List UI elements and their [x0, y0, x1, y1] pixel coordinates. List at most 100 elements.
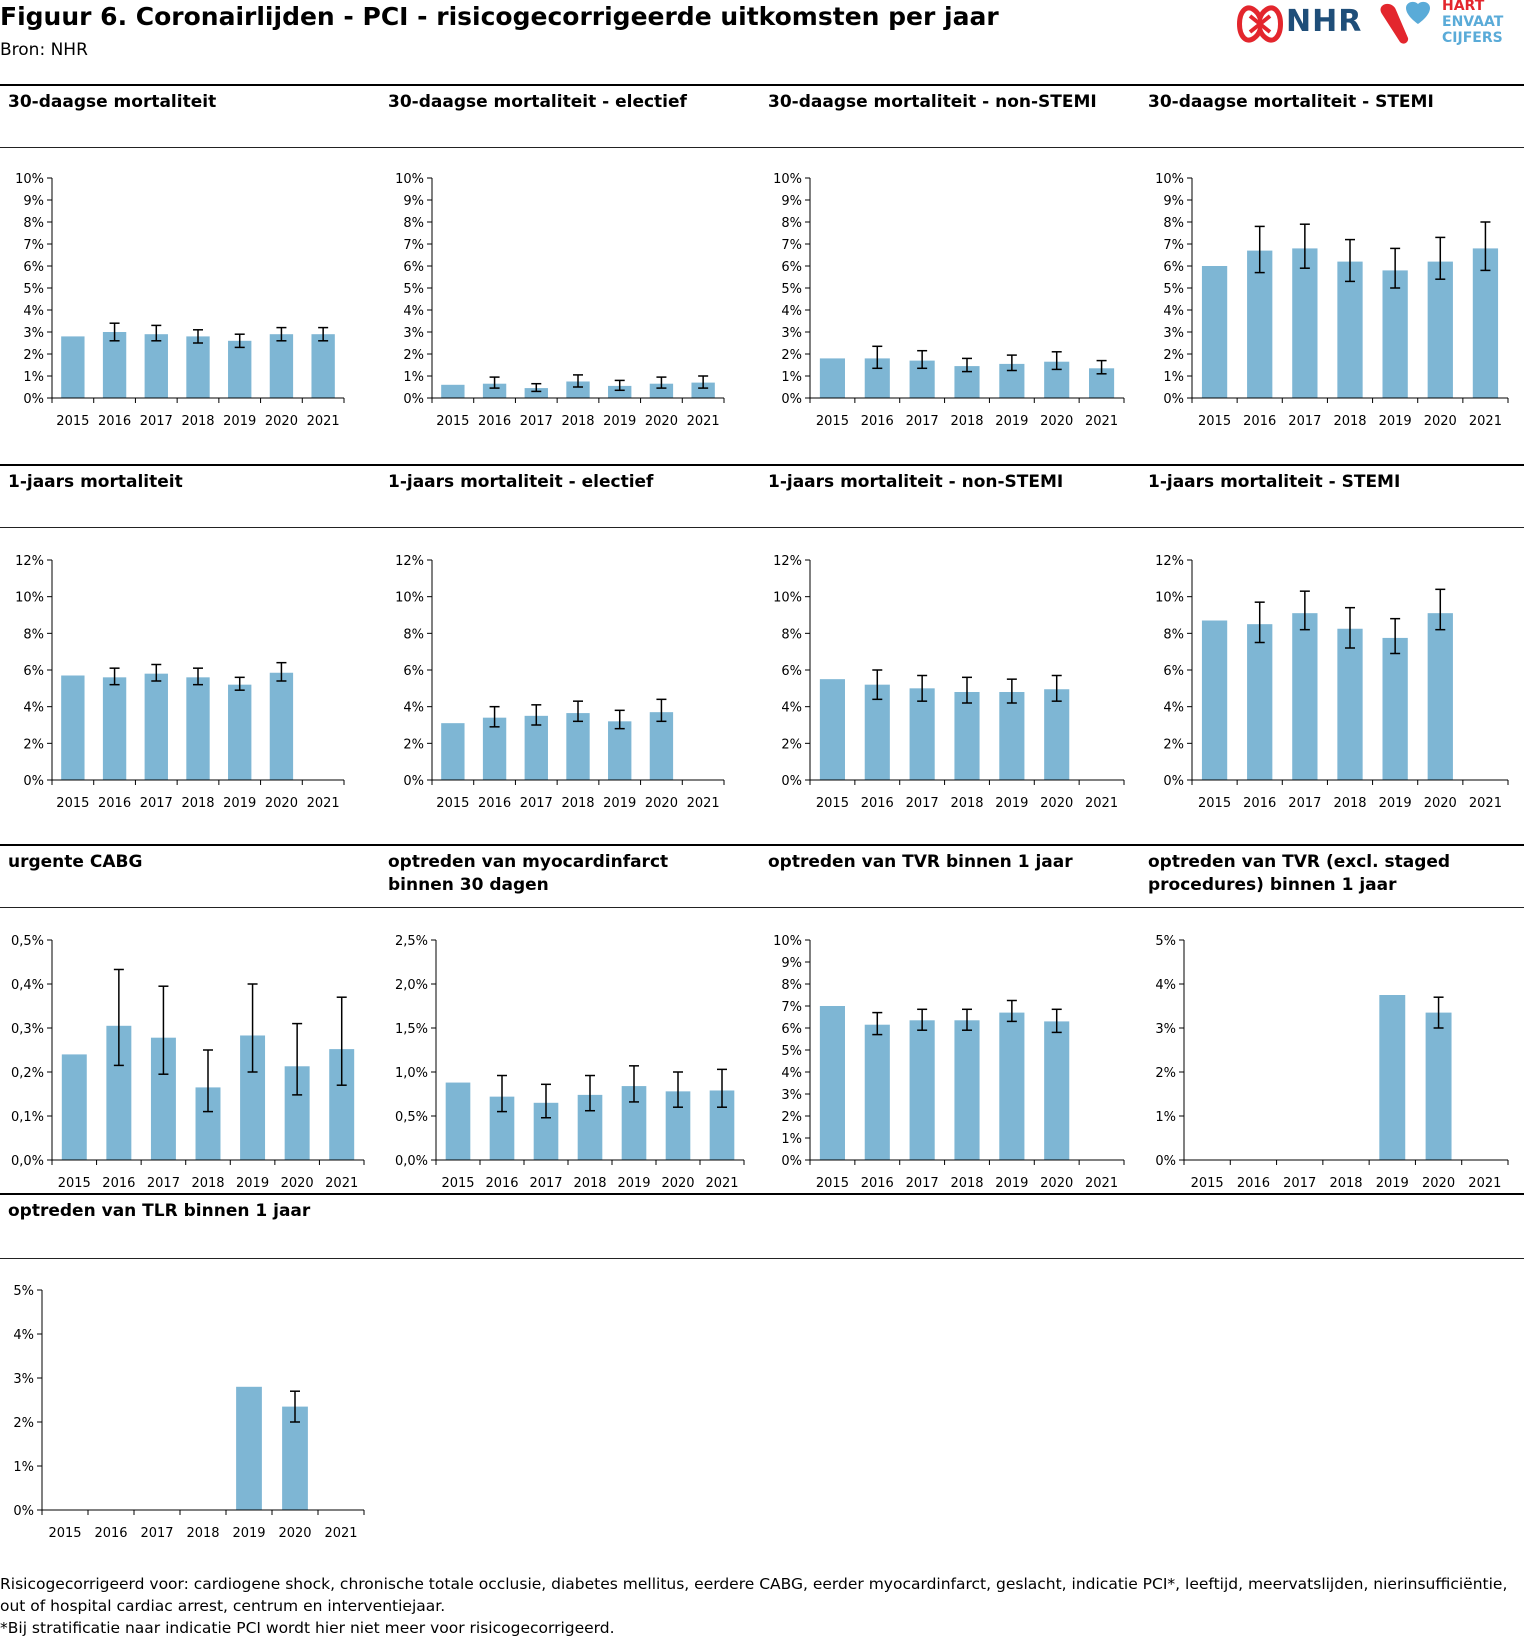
panel-title: optreden van TVR (excl. staged procedure…	[1148, 852, 1451, 895]
bar	[566, 381, 590, 398]
x-tick-label: 2017	[147, 1176, 180, 1191]
y-tick-label: 8%	[781, 627, 802, 642]
y-tick-label: 1%	[13, 1460, 34, 1475]
x-tick-label: 2020	[1040, 414, 1073, 429]
bar	[282, 1406, 308, 1510]
chart-1j-mortaliteit: 0% 2% 4% 6% 8% 10% 12% 2015 2016 2017 2018 2019 2020…	[0, 545, 360, 811]
chart-svg: 0% 2% 4% 6% 8% 10% 12% 2015 2016 2017 2018 2019 2020…	[395, 554, 725, 811]
bar	[1292, 613, 1318, 780]
y-tick-label: 4%	[23, 701, 44, 716]
y-tick-label: 6%	[1163, 260, 1184, 275]
y-tick-label: 6%	[781, 1022, 802, 1037]
y-tick-label: 7%	[781, 238, 802, 253]
x-tick-label: 2015	[441, 1176, 474, 1191]
x-tick-label: 2015	[56, 796, 89, 811]
chart-svg: 0% 2% 4% 6% 8% 10% 12% 2015 2016 2017 2018 2019 2020…	[15, 554, 345, 811]
bar	[269, 334, 294, 398]
y-tick-label: 8%	[23, 216, 44, 231]
y-tick-label: 6%	[1163, 664, 1184, 679]
bar	[445, 1082, 471, 1160]
bar	[909, 688, 935, 780]
bar	[1379, 995, 1406, 1160]
y-tick-label: 1%	[1155, 1110, 1176, 1125]
panel-title: optreden van TLR binnen 1 jaar	[8, 1201, 311, 1221]
x-tick-label: 2016	[98, 414, 131, 429]
x-tick-label: 2019	[995, 414, 1028, 429]
bar	[1382, 270, 1408, 398]
y-tick-label: 10%	[395, 591, 424, 606]
chart-svg: 0% 2% 4% 6% 8% 10% 12% 2015 2016 2017 2018 2019 2020…	[773, 554, 1125, 811]
y-tick-label: 7%	[781, 1000, 802, 1015]
y-tick-label: 5%	[23, 282, 44, 297]
bar	[649, 383, 674, 398]
chart-tvr-1j: 0% 1% 2% 3% 4% 5% 6% 7% 8% 9% 10% 2015 2016 2017 2018 2…	[760, 925, 1140, 1191]
x-tick-label: 2018	[1329, 1176, 1362, 1191]
x-tick-label: 2016	[102, 1176, 135, 1191]
chart-svg: 0% 2% 4% 6% 8% 10% 12% 2015 2016 2017 2018 2019 2020…	[1155, 554, 1509, 811]
x-tick-label: 2020	[1040, 1176, 1073, 1191]
y-tick-label: 4%	[23, 304, 44, 319]
bar	[649, 712, 674, 780]
x-tick-label: 2020	[1422, 1176, 1455, 1191]
y-tick-label: 5%	[781, 282, 802, 297]
bar	[954, 1020, 980, 1160]
y-tick-label: 8%	[781, 978, 802, 993]
chart-30d-mortaliteit: 0% 1% 2% 3% 4% 5% 6% 7% 8% 9% 10% 2015 2016 2017 2018 2…	[0, 165, 360, 429]
x-tick-label: 2021	[1085, 1176, 1118, 1191]
y-tick-label: 10%	[773, 591, 802, 606]
bar	[819, 679, 845, 780]
y-tick-label: 2%	[13, 1416, 34, 1431]
y-tick-label: 1%	[403, 370, 424, 385]
y-tick-label: 3%	[403, 326, 424, 341]
y-tick-label: 5%	[1155, 934, 1176, 949]
y-tick-label: 0%	[403, 392, 424, 407]
panel-title: urgente CABG	[8, 852, 143, 872]
bar	[864, 684, 890, 780]
x-tick-label: 2021	[307, 796, 340, 811]
chart-svg: 0% 1% 2% 3% 4% 5% 2015 2016 2017 2018 2019 2020 2021	[1155, 934, 1509, 1191]
y-tick-label: 10%	[1155, 591, 1184, 606]
chart-tvr-excl-staged-1j: 0% 1% 2% 3% 4% 5% 2015 2016 2017 2018 2019 2020 2021	[1140, 925, 1524, 1191]
y-tick-label: 2%	[1155, 1066, 1176, 1081]
y-tick-label: 2%	[781, 1110, 802, 1125]
y-tick-label: 0%	[781, 1154, 802, 1169]
y-tick-label: 9%	[23, 194, 44, 209]
bar	[441, 723, 465, 780]
y-tick-label: 0,5%	[11, 934, 44, 949]
bar	[1247, 250, 1273, 398]
y-tick-label: 4%	[13, 1328, 34, 1343]
bar	[954, 692, 980, 780]
bar	[186, 336, 210, 398]
y-tick-label: 0,3%	[11, 1022, 44, 1037]
x-tick-label: 2015	[816, 796, 849, 811]
x-tick-label: 2018	[191, 1176, 224, 1191]
x-tick-label: 2019	[603, 796, 636, 811]
x-tick-label: 2016	[861, 796, 894, 811]
bar	[1292, 248, 1318, 398]
y-tick-label: 2%	[23, 348, 44, 363]
bar	[102, 677, 127, 780]
bar	[482, 383, 507, 398]
y-tick-label: 0%	[1163, 774, 1184, 789]
panel-title: 1-jaars mortaliteit - STEMI	[1148, 472, 1401, 492]
y-tick-label: 4%	[781, 304, 802, 319]
chart-1j-mortaliteit-electief: 0% 2% 4% 6% 8% 10% 12% 2015 2016 2017 2018 2019 2020…	[380, 545, 740, 811]
y-tick-label: 2%	[781, 737, 802, 752]
x-tick-label: 2020	[1040, 796, 1073, 811]
panel-title: 1-jaars mortaliteit - non-STEMI	[768, 472, 1064, 492]
bar	[311, 334, 335, 398]
x-tick-label: 2017	[906, 796, 939, 811]
panel-title: 30-daagse mortaliteit	[8, 92, 217, 112]
x-tick-label: 2020	[281, 1176, 314, 1191]
bar	[61, 1054, 87, 1160]
y-tick-label: 10%	[15, 591, 44, 606]
bar	[61, 336, 85, 398]
y-tick-label: 1,5%	[395, 1022, 428, 1037]
y-tick-label: 6%	[23, 260, 44, 275]
y-tick-label: 6%	[403, 260, 424, 275]
row4-top-rule	[0, 1193, 1524, 1195]
y-tick-label: 5%	[403, 282, 424, 297]
x-tick-label: 2019	[995, 1176, 1028, 1191]
y-tick-label: 9%	[1163, 194, 1184, 209]
x-tick-label: 2019	[1376, 1176, 1409, 1191]
